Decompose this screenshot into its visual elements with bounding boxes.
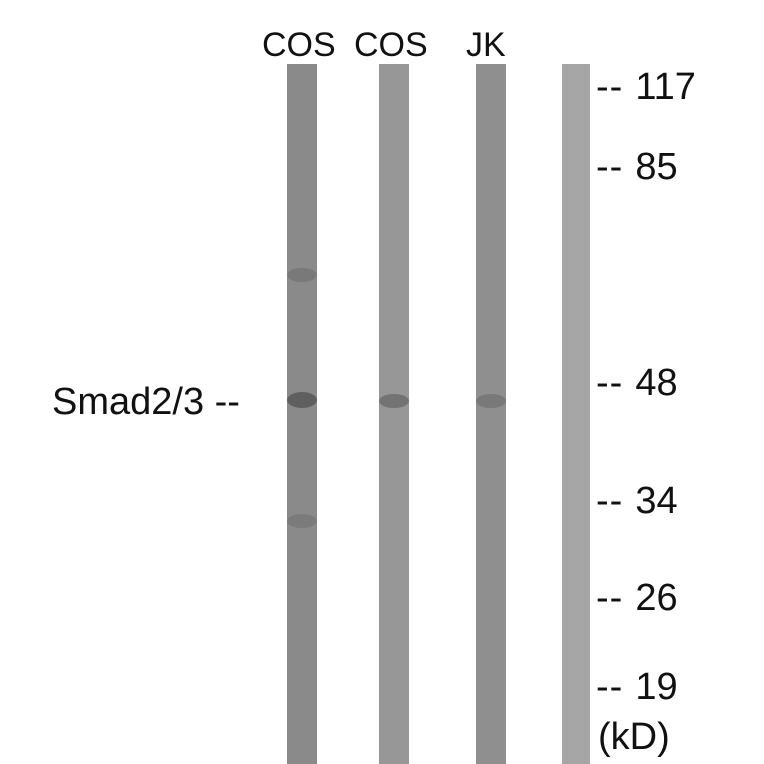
blot-lane-3 xyxy=(476,64,506,764)
band-smad2-3 xyxy=(287,392,317,408)
marker-value: 48 xyxy=(635,362,678,404)
marker-value: 117 xyxy=(635,66,696,108)
marker-26: -- 26 xyxy=(596,579,678,617)
marker-value: 26 xyxy=(635,577,678,619)
marker-dash: -- xyxy=(596,577,624,619)
lane-label-2: COS xyxy=(354,26,428,64)
band-lower xyxy=(287,514,317,528)
marker-value: 85 xyxy=(635,146,678,188)
marker-value: 19 xyxy=(635,666,678,708)
band-smad2-3 xyxy=(476,394,506,408)
marker-34: -- 34 xyxy=(596,482,678,520)
marker-dash: -- xyxy=(596,480,624,522)
marker-value: 34 xyxy=(635,480,678,522)
marker-117: -- 117 xyxy=(596,68,696,106)
blot-lane-marker xyxy=(562,64,590,764)
target-dash: -- xyxy=(214,381,240,423)
blot-lane-1 xyxy=(287,64,317,764)
band-upper xyxy=(287,268,317,282)
target-name: Smad2/3 xyxy=(52,381,205,423)
marker-dash: -- xyxy=(596,146,624,188)
blot-lane-2 xyxy=(379,64,409,764)
marker-dash: -- xyxy=(596,66,624,108)
marker-85: -- 85 xyxy=(596,148,678,186)
marker-48: -- 48 xyxy=(596,364,678,402)
unit-label: (kD) xyxy=(598,716,670,758)
marker-19: -- 19 xyxy=(596,668,678,706)
band-smad2-3 xyxy=(379,394,409,408)
lane-label-1: COS xyxy=(262,26,336,64)
marker-dash: -- xyxy=(596,362,624,404)
marker-dash: -- xyxy=(596,666,624,708)
lane-label-3: JK xyxy=(466,26,506,64)
target-label: Smad2/3 -- xyxy=(52,383,240,421)
